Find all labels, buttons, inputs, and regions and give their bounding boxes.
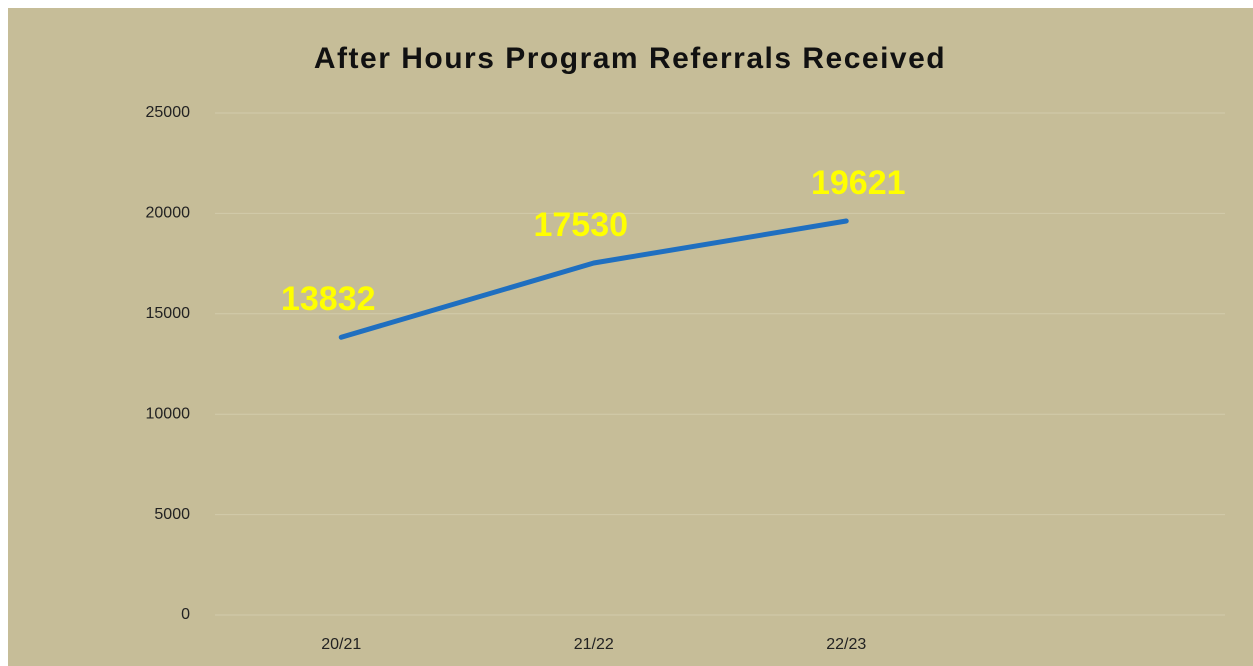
data-label: 17530 bbox=[533, 206, 628, 244]
y-tick-label: 10000 bbox=[146, 405, 191, 422]
y-tick-label: 20000 bbox=[146, 205, 191, 222]
y-tick-label: 25000 bbox=[146, 104, 191, 121]
data-label: 19621 bbox=[811, 164, 906, 202]
y-tick-label: 15000 bbox=[146, 305, 191, 322]
line bbox=[338, 218, 849, 340]
x-tick-label: 22/23 bbox=[826, 636, 866, 653]
data-label: 13832 bbox=[281, 280, 376, 318]
y-tick-label: 5000 bbox=[154, 506, 190, 523]
x-tick-label: 21/22 bbox=[574, 636, 614, 653]
chart-background bbox=[8, 8, 1253, 666]
x-tick-label: 20/21 bbox=[321, 636, 361, 653]
y-tick-label: 0 bbox=[181, 606, 190, 623]
chart-title: After Hours Program Referrals Received bbox=[314, 42, 946, 75]
